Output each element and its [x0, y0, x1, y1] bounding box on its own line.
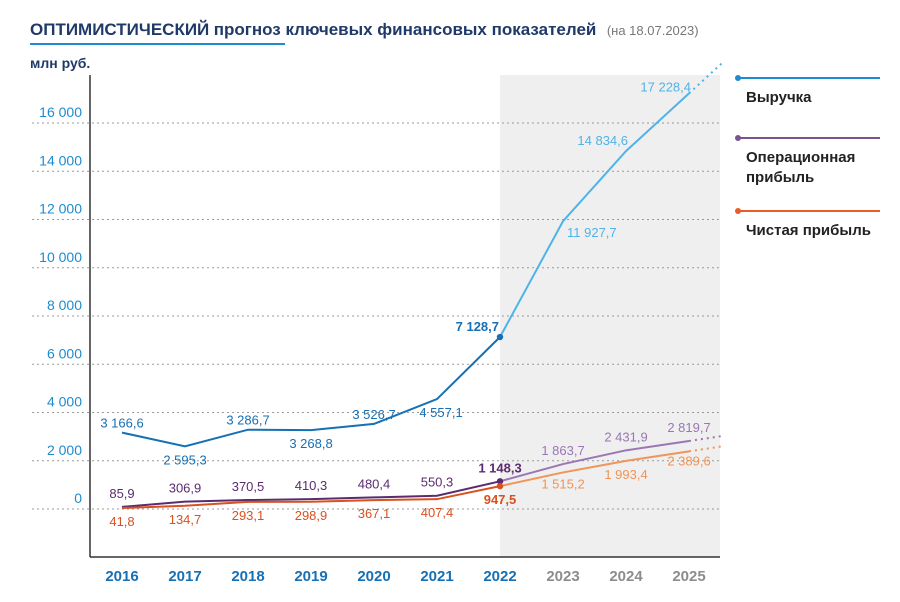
data-label-operating-profit: 1 148,3	[478, 460, 521, 475]
series-trend-revenue	[688, 62, 723, 95]
data-label-net-profit: 407,4	[421, 505, 454, 520]
data-label-revenue: 11 927,7	[567, 225, 617, 240]
y-tick-label: 8 000	[47, 297, 82, 313]
series-line-operating-profit-actual	[121, 480, 501, 508]
x-tick-label: 2018	[231, 568, 264, 585]
chart-title: ОПТИМИСТИЧЕСКИЙ прогноз ключевых финансо…	[30, 20, 699, 40]
legend-label-revenue: Выручка	[746, 89, 812, 106]
data-label-net-profit: 298,9	[295, 508, 328, 523]
series-point-operating-profit	[496, 478, 504, 485]
series-line-net-profit-forecast	[499, 450, 690, 488]
y-tick-label: 12 000	[39, 201, 82, 217]
data-label-operating-profit: 550,3	[421, 475, 454, 490]
data-label-revenue: 3 526,7	[352, 407, 395, 422]
data-label-net-profit: 2 389,6	[667, 453, 710, 468]
x-tick-label: 2023	[546, 568, 579, 585]
legend-dot-revenue	[735, 75, 741, 81]
data-label-operating-profit: 1 863,7	[541, 443, 584, 458]
legend-item-operating-profit: Операционная прибыль	[735, 135, 888, 188]
series-line-revenue-actual	[121, 336, 501, 448]
y-tick-label: 10 000	[39, 249, 82, 265]
data-label-revenue: 3 268,8	[289, 436, 332, 451]
legend-label-operating-profit: Операционная прибыль	[746, 149, 856, 186]
x-tick-label: 2020	[357, 568, 390, 585]
data-label-operating-profit: 2 819,7	[667, 420, 710, 435]
legend-item-revenue: Выручка	[735, 75, 888, 108]
y-tick-label: 4 000	[47, 394, 82, 410]
x-tick-label: 2022	[483, 568, 516, 585]
x-tick-label: 2025	[672, 568, 705, 585]
legend-dot-operating-profit	[735, 135, 741, 141]
data-label-net-profit: 134,7	[169, 512, 202, 527]
series-line-operating-profit-forecast	[499, 439, 690, 483]
data-label-revenue: 7 128,7	[456, 319, 499, 334]
data-label-net-profit: 367,1	[358, 506, 391, 521]
data-label-operating-profit: 410,3	[295, 478, 328, 493]
y-tick-label: 2 000	[47, 442, 82, 458]
data-label-operating-profit: 370,5	[232, 479, 265, 494]
data-label-revenue: 3 286,7	[226, 413, 269, 428]
y-tick-label: 16 000	[39, 104, 82, 120]
legend-dot-net-profit	[735, 208, 741, 214]
legend-item-net-profit: Чистая прибыль	[735, 208, 888, 241]
data-label-operating-profit: 2 431,9	[604, 429, 647, 444]
series-line-net-profit-actual	[121, 485, 501, 509]
x-tick-label: 2024	[609, 568, 643, 585]
data-label-revenue: 14 834,6	[577, 133, 628, 148]
title-date: (на 18.07.2023)	[606, 23, 699, 38]
data-label-revenue: 3 166,6	[100, 416, 143, 431]
data-label-operating-profit: 85,9	[109, 486, 134, 501]
data-label-revenue: 17 228,4	[640, 79, 691, 94]
data-label-net-profit: 293,1	[232, 508, 265, 523]
title-underline	[30, 43, 285, 45]
y-tick-label: 0	[74, 490, 82, 506]
y-axis-unit-label: млн руб.	[30, 55, 91, 71]
y-tick-label: 14 000	[39, 152, 82, 168]
x-tick-label: 2016	[105, 568, 138, 585]
x-tick-label: 2021	[420, 568, 453, 585]
x-tick-label: 2019	[294, 568, 327, 585]
y-tick-label: 6 000	[47, 345, 82, 361]
data-label-operating-profit: 480,4	[358, 476, 391, 491]
series-line-revenue-forecast	[499, 92, 690, 338]
data-label-revenue: 2 595,3	[163, 452, 206, 467]
data-label-revenue: 4 557,1	[419, 405, 462, 420]
x-tick-label: 2017	[168, 568, 201, 585]
data-label-net-profit: 1 515,2	[541, 476, 584, 491]
series-point-revenue	[496, 333, 504, 341]
data-label-net-profit: 1 993,4	[604, 467, 647, 482]
data-label-net-profit: 41,8	[109, 514, 134, 529]
data-label-operating-profit: 306,9	[169, 481, 202, 496]
series-point-net-profit	[496, 482, 504, 490]
legend-line-operating-profit	[735, 135, 880, 141]
legend-line-net-profit	[735, 208, 880, 214]
legend-label-net-profit: Чистая прибыль	[746, 222, 871, 239]
legend-line-revenue	[735, 75, 880, 81]
data-label-net-profit: 947,5	[484, 492, 517, 507]
title-rest-part: прогноз ключевых финансовых показателей	[213, 20, 597, 39]
title-bold-part: ОПТИМИСТИЧЕСКИЙ	[30, 20, 210, 39]
